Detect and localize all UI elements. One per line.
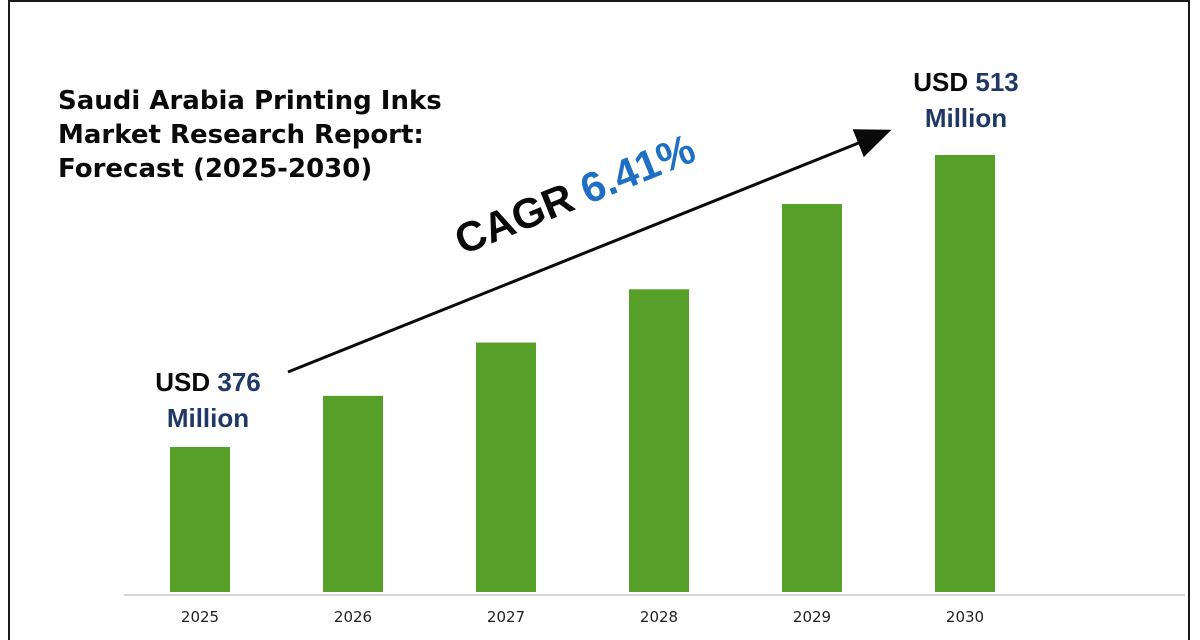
x-tick-labels: 2025 2026 2027 2028 2029 2030	[181, 608, 984, 626]
x-tick-label-2027: 2027	[487, 608, 525, 626]
chart-title: Saudi Arabia Printing Inks Market Resear…	[58, 84, 478, 186]
bars-layer	[170, 155, 995, 592]
title-line-1: Saudi Arabia Printing Inks	[58, 86, 442, 116]
x-tick-label-2028: 2028	[640, 608, 678, 626]
x-tick-label-2026: 2026	[334, 608, 372, 626]
end-value-callout: USD 513 Million	[896, 64, 1036, 136]
bar-2026	[323, 395, 383, 592]
start-callout-unit: Million	[166, 403, 250, 433]
start-callout-prefix: USD	[155, 367, 211, 397]
title-line-2: Market Research Report:	[58, 120, 424, 150]
chart-frame	[8, 0, 1190, 640]
start-callout-value: 376	[217, 367, 261, 397]
cagr-trend-arrow	[287, 129, 892, 374]
end-callout-prefix: USD	[913, 67, 969, 97]
x-tick-label-2030: 2030	[946, 608, 984, 626]
bar-2028	[629, 289, 689, 592]
end-callout-value: 513	[975, 67, 1019, 97]
x-tick-label-2029: 2029	[793, 608, 831, 626]
bar-2029	[782, 204, 842, 592]
bar-2025	[170, 447, 230, 592]
bar-2027	[476, 342, 536, 592]
end-callout-unit: Million	[924, 103, 1008, 133]
title-line-3: Forecast (2025-2030)	[58, 154, 373, 184]
bar-2030	[935, 155, 995, 592]
start-value-callout: USD 376 Million	[138, 364, 278, 436]
x-tick-label-2025: 2025	[181, 608, 219, 626]
